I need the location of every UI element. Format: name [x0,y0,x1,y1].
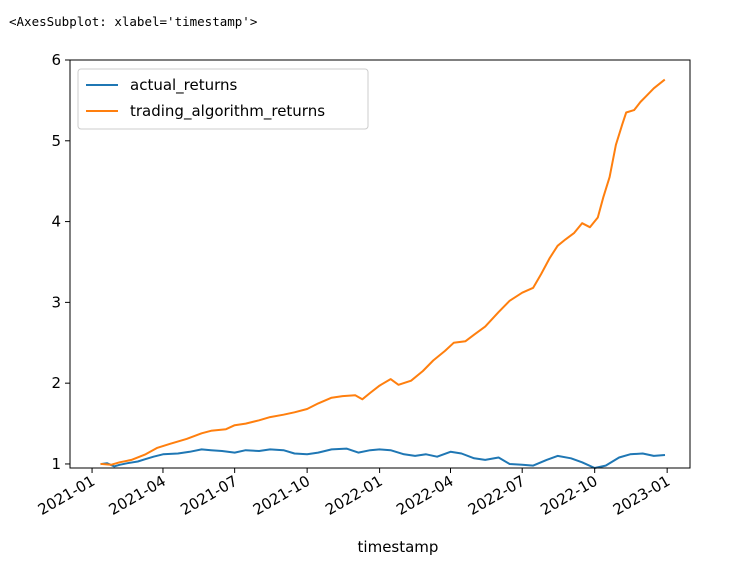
x-tick-label: 2021-01 [35,472,98,519]
x-axis-label: timestamp [358,538,439,556]
x-axis: 2021-01 2021-04 2021-07 2021-10 2022-01 2022-… [35,468,673,519]
cell-output-repr: <AxesSubplot: xlabel='timestamp'> [9,14,258,29]
series-line-actual-returns [100,447,666,469]
x-tick-label: 2022-07 [465,472,528,519]
y-tick-label: 5 [51,132,61,150]
legend-label: actual_returns [130,76,238,95]
y-tick-label: 1 [51,455,61,473]
y-tick-label: 6 [51,51,61,69]
y-tick-label: 3 [51,293,61,311]
y-axis: 1 2 3 4 5 6 [51,51,70,473]
series-layer [100,78,666,469]
y-tick-label: 4 [51,213,61,231]
legend-box [77,68,369,130]
legend: actual_returns trading_algorithm_returns [77,68,369,130]
x-tick-label: 2021-10 [250,472,313,519]
y-tick-label: 2 [51,374,61,392]
x-tick-label: 2022-10 [537,472,600,519]
x-tick-label: 2023-01 [610,472,673,519]
x-tick-label: 2022-04 [393,472,456,519]
series-line-trading-algorithm-returns [100,78,666,466]
x-tick-label: 2022-01 [322,472,385,519]
x-tick-label: 2021-04 [106,472,169,519]
x-tick-label: 2021-07 [177,472,240,519]
legend-label: trading_algorithm_returns [130,102,325,121]
